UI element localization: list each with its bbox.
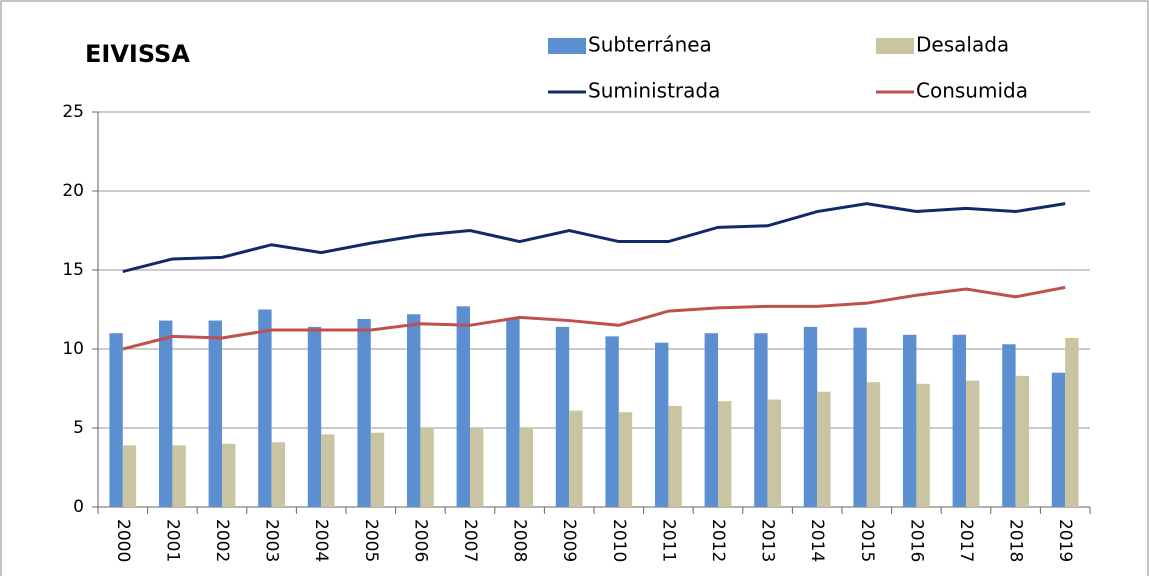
bar (966, 380, 980, 507)
bar (569, 410, 583, 507)
bar (668, 405, 682, 507)
legend-swatch (548, 38, 586, 54)
bar (307, 326, 322, 507)
bar (853, 327, 867, 507)
x-tick-label: 2003 (262, 519, 282, 562)
bar (519, 428, 533, 507)
line-series (122, 285, 1066, 351)
bar (222, 443, 236, 507)
x-tick-label: 2006 (410, 519, 430, 562)
x-tick-label: 2004 (311, 519, 331, 562)
bar (321, 434, 335, 507)
x-tick-label: 2016 (906, 519, 926, 562)
x-tick-label: 2012 (708, 519, 728, 562)
bar (122, 445, 137, 507)
bar (655, 342, 669, 507)
legend-label: Subterránea (588, 33, 712, 57)
x-tick-label: 2007 (460, 519, 480, 562)
bar (258, 309, 272, 507)
bar (1002, 344, 1016, 507)
bar (159, 320, 173, 507)
bar (172, 445, 186, 507)
bar (618, 412, 633, 507)
x-tick-label: 2002 (212, 519, 232, 562)
bar (803, 326, 818, 507)
bar (767, 399, 781, 507)
x-tick-label: 2018 (1006, 519, 1026, 562)
bar (370, 432, 385, 507)
bar (1065, 337, 1079, 507)
y-tick-label: 20 (62, 181, 84, 201)
bar (605, 336, 619, 507)
legend-label: Desalada (916, 33, 1009, 57)
line-series (122, 202, 1066, 274)
bar (754, 333, 768, 507)
x-tick-label: 2001 (162, 519, 182, 562)
y-tick-label: 25 (62, 102, 84, 122)
x-tick-label: 2000 (113, 519, 133, 562)
x-tick-label: 2009 (559, 519, 579, 562)
bar (704, 333, 718, 507)
x-tick-label: 2014 (807, 519, 827, 562)
bar (271, 442, 285, 507)
bar (555, 326, 570, 507)
x-tick-label: 2005 (361, 519, 381, 562)
bar (407, 314, 421, 507)
bar (1015, 375, 1029, 507)
bar (866, 382, 881, 507)
y-tick-label: 15 (62, 260, 84, 280)
bar (903, 334, 917, 507)
legend-label: Suministrada (588, 79, 720, 103)
bar (952, 334, 966, 507)
x-tick-label: 2008 (510, 519, 530, 562)
bar (718, 401, 732, 507)
bar (420, 428, 434, 507)
bar (817, 391, 831, 507)
legend-swatch (876, 38, 914, 54)
x-tick-label: 2013 (758, 519, 778, 562)
chart-title: EIVISSA (85, 40, 190, 68)
x-tick-label: 2017 (956, 519, 976, 562)
bar (1051, 372, 1066, 507)
x-tick-label: 2019 (1055, 519, 1075, 562)
legend-label: Consumida (916, 79, 1028, 103)
y-tick-label: 0 (73, 497, 84, 517)
bar (916, 383, 930, 507)
bar (456, 306, 470, 507)
y-tick-label: 5 (73, 418, 84, 438)
x-tick-label: 2010 (609, 519, 629, 562)
x-tick-label: 2011 (658, 519, 678, 562)
x-tick-label: 2015 (857, 519, 877, 562)
bar (506, 318, 520, 507)
bar (470, 428, 484, 507)
bar (109, 333, 123, 507)
y-tick-label: 10 (62, 339, 84, 359)
bar (208, 320, 222, 507)
bar (357, 318, 371, 507)
